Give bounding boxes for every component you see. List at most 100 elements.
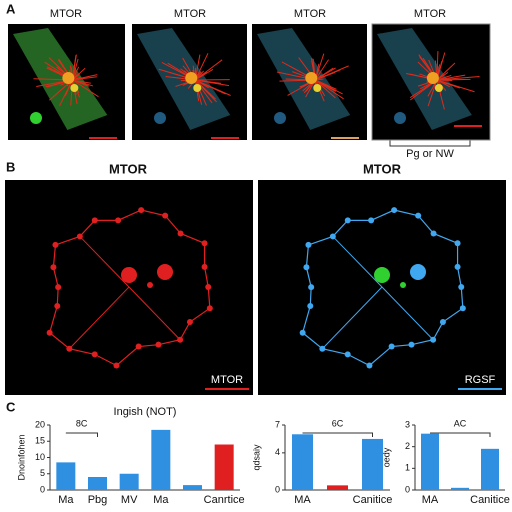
node [91, 217, 98, 224]
node [303, 264, 310, 271]
node [368, 217, 375, 224]
bar [421, 433, 439, 490]
dendrite [436, 76, 480, 81]
node [344, 351, 351, 358]
node [135, 343, 142, 350]
scale-label: MTOR [211, 374, 243, 386]
bracket-label: Pg or NW [406, 148, 454, 160]
soma [434, 84, 443, 92]
x-tick-label: MV [121, 494, 138, 506]
dendrite [72, 67, 86, 81]
soma [426, 72, 439, 84]
node [329, 233, 336, 240]
annotation: 8C [76, 418, 88, 428]
y-axis-label: oedy [381, 447, 391, 467]
dendrite [315, 69, 341, 81]
dendrite [315, 79, 337, 92]
significance-bracket [65, 432, 98, 437]
node [458, 284, 465, 290]
image-title: MTOR [414, 8, 446, 20]
dendrite [59, 79, 73, 107]
y-axis-label: Dnoinfohen [16, 434, 26, 480]
dendrite [436, 74, 452, 81]
network [68, 236, 181, 350]
node [155, 341, 162, 348]
bar-chart: oedy 0 1 2 3 MA Canitice AC [381, 418, 510, 506]
bar [119, 473, 139, 490]
network [321, 236, 434, 350]
x-tick-label: Canitice [470, 494, 510, 506]
bar-chart: Ingish (NOT) Dnoinfohen 0 5 10 15 20 Ma Pbg MV Ma C… [16, 406, 244, 506]
node [50, 264, 57, 271]
y-tick-label: 20 [35, 419, 45, 429]
node [344, 217, 351, 224]
dendrite [427, 79, 438, 107]
bar [151, 429, 171, 490]
y-tick-label: 7 [275, 419, 280, 429]
dendrite [194, 53, 209, 81]
bar [292, 434, 313, 490]
dendrite [70, 79, 73, 106]
soma [305, 72, 318, 84]
y-tick-label: 10 [35, 452, 45, 462]
image-title: MTOR [109, 161, 148, 176]
node [205, 284, 212, 290]
image-title: MTOR [174, 8, 206, 20]
bar [481, 448, 499, 490]
light-beam [257, 28, 351, 130]
node [391, 207, 398, 214]
node [366, 362, 373, 369]
node [206, 305, 213, 312]
dendrite [194, 79, 213, 104]
bar [183, 485, 202, 490]
dendrite [195, 79, 226, 95]
node [454, 240, 461, 247]
node [299, 329, 306, 336]
bar-chart: qdsaiy 0 4 7 MA Canitice 6C [251, 418, 392, 506]
image-title: MTOR [363, 161, 402, 176]
node [415, 212, 422, 219]
node [54, 302, 61, 309]
soma [313, 84, 322, 92]
soma [70, 84, 79, 92]
node [201, 240, 208, 247]
y-tick-label: 4 [275, 447, 280, 457]
bar [214, 444, 234, 490]
node [55, 284, 62, 291]
soma [185, 72, 198, 84]
dendrite [194, 59, 223, 81]
node [430, 230, 437, 237]
dendrite [195, 79, 230, 87]
node [307, 302, 314, 309]
node [157, 264, 173, 280]
dendrite [194, 79, 217, 103]
y-tick-label: 0 [275, 484, 280, 494]
node [147, 282, 153, 288]
bar [362, 438, 383, 490]
x-tick-label: MA [422, 494, 439, 506]
dendrite [314, 79, 336, 99]
annotation: 6C [332, 418, 344, 428]
node [319, 345, 326, 352]
x-tick-label: MA [294, 494, 311, 506]
y-tick-label: 2 [405, 441, 410, 451]
significance-bracket [430, 432, 491, 437]
node [52, 241, 59, 248]
node [201, 263, 208, 270]
y-tick-label: 0 [405, 484, 410, 494]
node [121, 267, 137, 283]
x-tick-label: Ma [153, 494, 169, 506]
node [46, 329, 53, 336]
dendrite [436, 79, 451, 88]
node [162, 212, 169, 219]
dendrite [314, 59, 330, 81]
dendrite [72, 79, 99, 98]
node [439, 319, 446, 326]
image-title: MTOR [50, 8, 82, 20]
node [408, 341, 415, 348]
annotation: AC [454, 418, 467, 428]
node [66, 345, 73, 352]
dendrite [194, 79, 210, 89]
